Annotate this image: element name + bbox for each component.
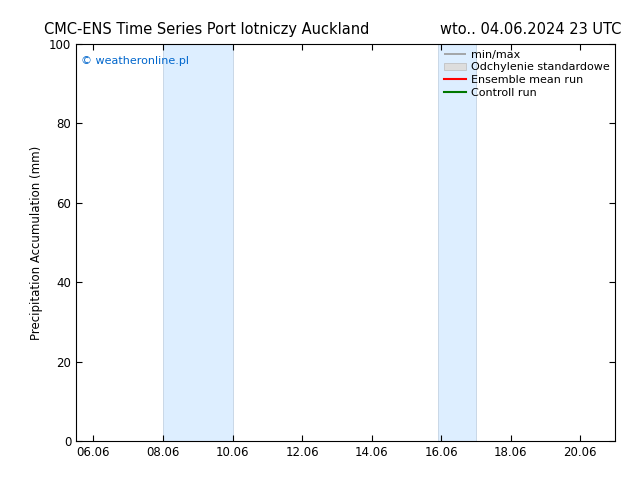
Text: © weatheronline.pl: © weatheronline.pl: [81, 56, 190, 66]
Bar: [163, 44, 233, 441]
Y-axis label: Precipitation Accumulation (mm): Precipitation Accumulation (mm): [30, 146, 43, 340]
Legend: min/max, Odchylenie standardowe, Ensemble mean run, Controll run: min/max, Odchylenie standardowe, Ensembl…: [441, 47, 612, 101]
Text: CMC-ENS Time Series Port lotniczy Auckland: CMC-ENS Time Series Port lotniczy Auckla…: [44, 22, 370, 37]
Text: wto.. 04.06.2024 23 UTC: wto.. 04.06.2024 23 UTC: [440, 22, 621, 37]
Bar: [437, 44, 476, 441]
